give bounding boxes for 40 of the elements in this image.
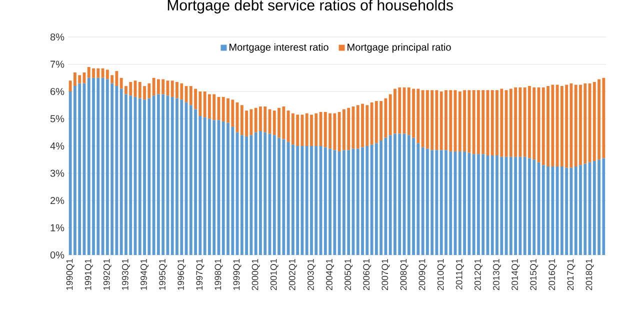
x-tick-label: 1999Q1 bbox=[233, 258, 242, 290]
y-tick-label: 6% bbox=[50, 88, 64, 96]
x-tick-label: 1996Q1 bbox=[178, 258, 186, 290]
x-tick-label: 1998Q1 bbox=[214, 258, 223, 290]
x-tick-label: 1995Q1 bbox=[159, 258, 168, 290]
x-tick-label: 2003Q1 bbox=[307, 258, 316, 290]
y-tick-label: 0% bbox=[50, 251, 64, 259]
y-tick-label: 4% bbox=[50, 142, 64, 150]
x-tick-label: 2008Q1 bbox=[400, 258, 408, 290]
x-tick-label: 2012Q1 bbox=[474, 258, 482, 290]
x-tick-label: 2009Q1 bbox=[418, 258, 427, 290]
x-tick-label: 1990Q1 bbox=[66, 258, 74, 290]
x-tick-label: 2011Q1 bbox=[456, 258, 464, 290]
x-tick-label: 1991Q1 bbox=[84, 258, 93, 290]
x-tick-label: 2015Q1 bbox=[530, 258, 538, 290]
x-tick-label: 2001Q1 bbox=[270, 258, 278, 290]
y-tick-label: 1% bbox=[50, 224, 64, 232]
y-tick-label: 7% bbox=[50, 60, 64, 68]
y-tick-label: 5% bbox=[50, 115, 64, 122]
x-tick-label: 1992Q1 bbox=[103, 258, 112, 290]
y-tick-label: 8% bbox=[50, 33, 64, 41]
legend-label: Mortgage principal ratio bbox=[348, 43, 451, 53]
legend-label: Mortgage interest ratio bbox=[230, 43, 328, 53]
x-tick-label: 2014Q1 bbox=[512, 258, 520, 290]
x-tick-label: 2000Q1 bbox=[252, 258, 260, 290]
x-tick-label: 1994Q1 bbox=[140, 258, 149, 290]
x-tick-label: 2007Q1 bbox=[382, 258, 390, 290]
y-tick-label: 3% bbox=[50, 170, 64, 177]
x-tick-label: 2018Q1 bbox=[586, 258, 594, 290]
y-tick-label: 2% bbox=[50, 196, 64, 204]
x-tick-label: 2017Q1 bbox=[567, 258, 576, 290]
x-tick-label: 2002Q1 bbox=[288, 258, 297, 290]
x-tick-label: 1993Q1 bbox=[122, 258, 130, 290]
x-tick-label: 1997Q1 bbox=[196, 258, 204, 290]
x-tick-label: 2013Q1 bbox=[493, 258, 501, 290]
x-tick-label: 2016Q1 bbox=[548, 258, 557, 290]
x-tick-label: 2010Q1 bbox=[437, 258, 446, 290]
x-tick-label: 2005Q1 bbox=[344, 258, 353, 290]
x-tick-label: 2004Q1 bbox=[326, 258, 334, 290]
x-tick-label: 2006Q1 bbox=[363, 258, 372, 290]
